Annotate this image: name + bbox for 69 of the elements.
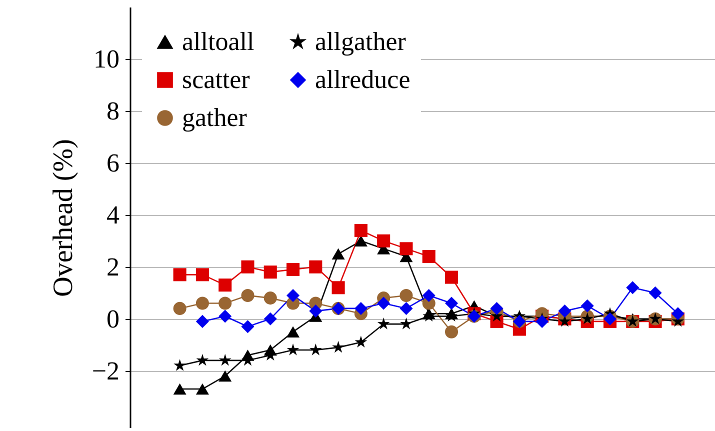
legend-label: scatter — [182, 65, 250, 94]
point — [286, 326, 300, 338]
legend-label: gather — [182, 103, 248, 132]
point — [377, 234, 390, 248]
point — [196, 296, 209, 310]
y-tick-label: 2 — [106, 252, 120, 282]
point — [377, 318, 390, 330]
point — [536, 314, 549, 328]
point — [422, 250, 436, 263]
y-tick-label: 4 — [106, 200, 120, 230]
point — [354, 302, 368, 315]
y-tick-label: 6 — [106, 148, 120, 178]
point — [422, 288, 436, 302]
point — [490, 302, 504, 315]
point — [400, 242, 413, 256]
point — [218, 354, 232, 366]
point — [354, 235, 368, 247]
point — [580, 299, 594, 312]
point — [354, 336, 368, 348]
legend-label: allreduce — [315, 65, 410, 94]
point — [377, 296, 390, 310]
point — [558, 304, 572, 318]
point — [648, 286, 662, 300]
point — [241, 320, 254, 334]
point — [581, 312, 594, 324]
point — [400, 318, 412, 330]
point — [671, 307, 684, 320]
point — [218, 296, 232, 310]
point — [196, 383, 209, 395]
point — [286, 262, 300, 276]
point — [241, 288, 254, 302]
point — [332, 281, 345, 294]
point — [332, 340, 344, 353]
point — [422, 310, 436, 322]
point — [400, 302, 413, 315]
point — [603, 312, 617, 326]
point — [309, 260, 322, 274]
point — [286, 288, 300, 302]
point — [173, 268, 186, 282]
point — [241, 260, 254, 274]
legend-label: alltoall — [182, 27, 254, 56]
point — [286, 344, 300, 356]
y-tick-label: 8 — [106, 96, 120, 126]
point — [174, 359, 186, 371]
point — [218, 278, 232, 292]
point — [626, 281, 640, 294]
point — [400, 288, 413, 302]
y-tick-label: 0 — [106, 304, 120, 334]
point — [173, 383, 186, 395]
y-tick-label: −2 — [92, 356, 120, 386]
point — [332, 248, 345, 260]
point — [196, 268, 209, 282]
point — [264, 266, 277, 279]
y-axis-title: Overhead (%) — [48, 139, 79, 297]
point — [309, 304, 322, 318]
point — [444, 270, 458, 284]
legend-label: allgather — [315, 27, 406, 56]
point — [218, 310, 232, 323]
point — [218, 370, 232, 382]
point — [173, 302, 186, 315]
point — [309, 344, 322, 356]
point — [444, 325, 458, 338]
point — [264, 312, 277, 326]
point — [196, 354, 209, 366]
point — [196, 314, 209, 328]
point — [444, 296, 458, 310]
point — [354, 224, 368, 238]
point — [264, 292, 277, 305]
y-tick-label: 10 — [94, 44, 120, 74]
